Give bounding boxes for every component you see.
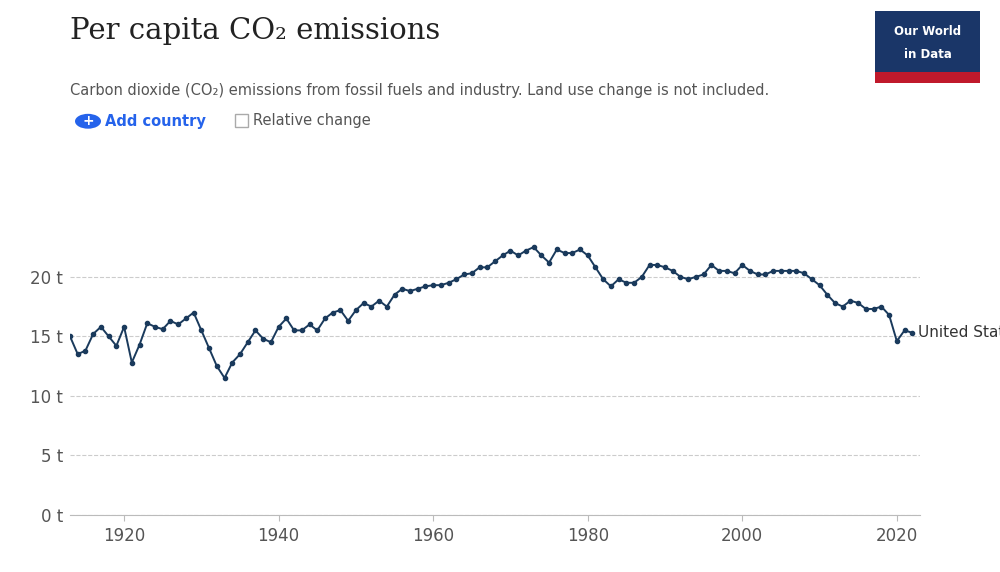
Text: Carbon dioxide (CO₂) emissions from fossil fuels and industry. Land use change i: Carbon dioxide (CO₂) emissions from foss… [70,83,769,98]
Text: Our World: Our World [894,25,961,38]
Text: United States: United States [918,325,1000,340]
Text: +: + [82,114,94,128]
Text: Relative change: Relative change [253,113,371,128]
Text: Add country: Add country [105,114,206,129]
Text: in Data: in Data [904,48,951,61]
Text: Per capita CO₂ emissions: Per capita CO₂ emissions [70,17,440,45]
